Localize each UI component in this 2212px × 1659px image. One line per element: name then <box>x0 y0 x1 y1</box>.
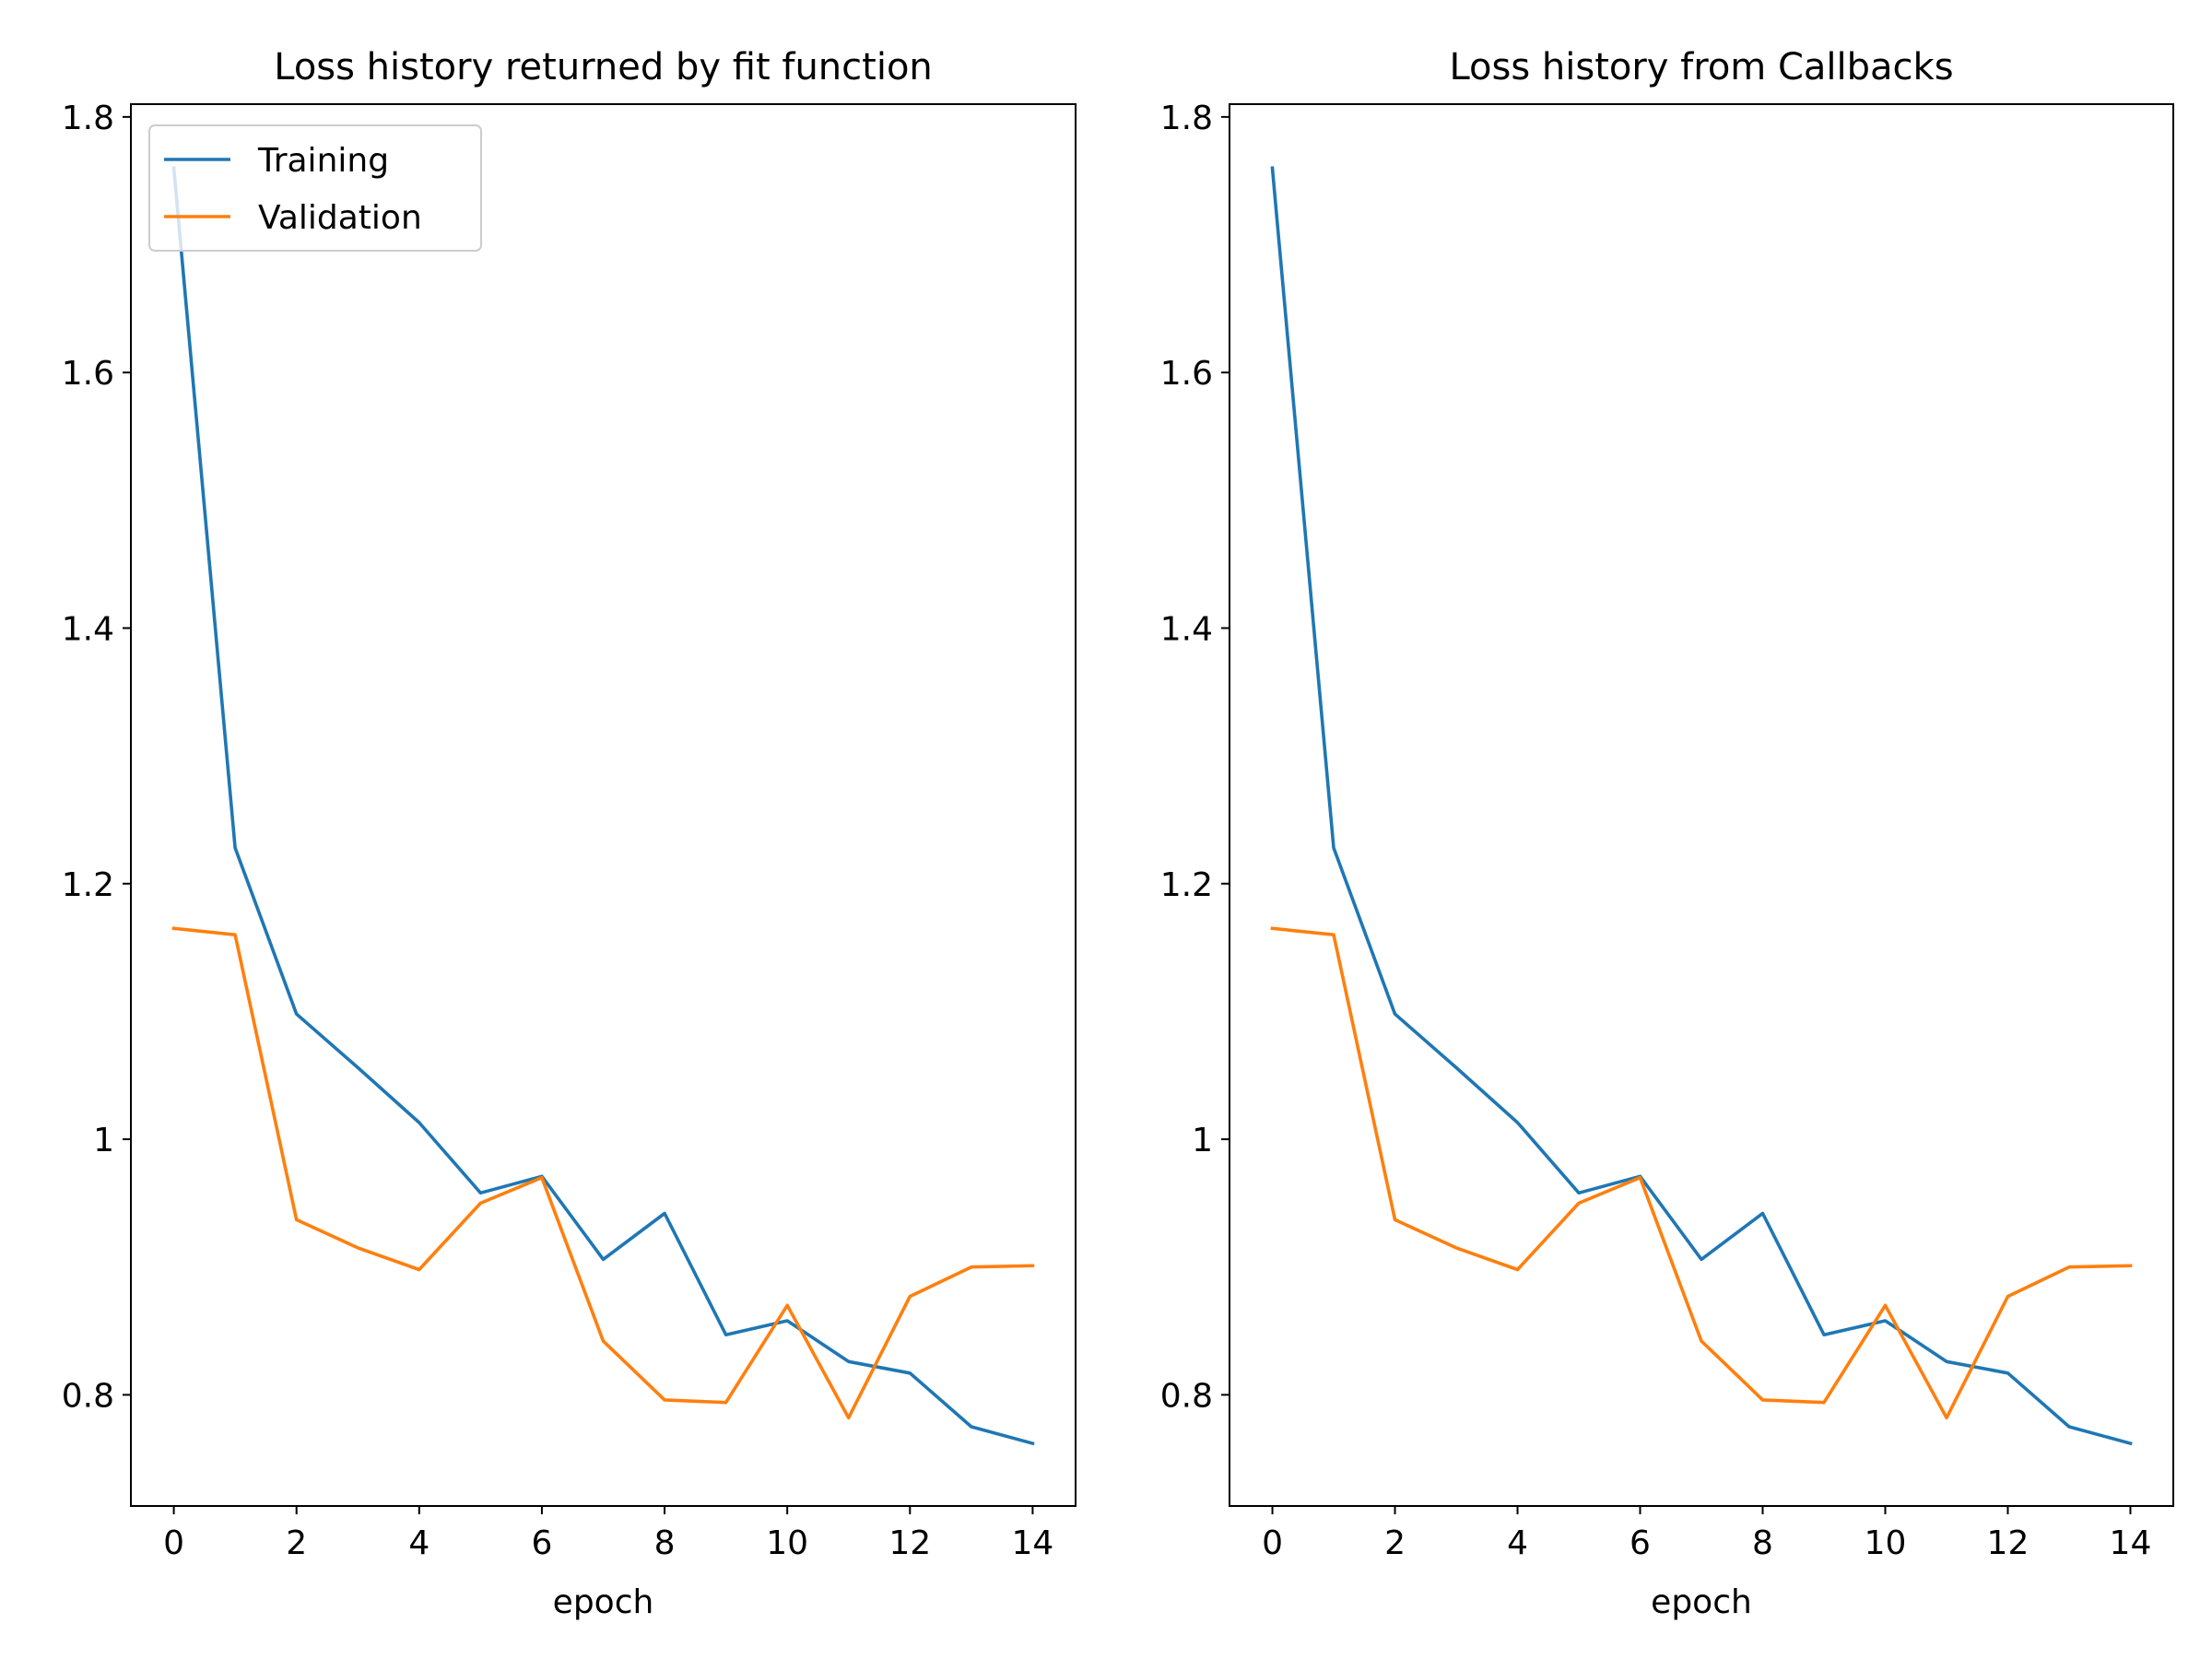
x-tick-label: 4 <box>408 1524 429 1562</box>
legend: Training Validation <box>148 124 482 252</box>
y-tick-label: 0.8 <box>1160 1377 1213 1415</box>
legend-box <box>148 124 482 252</box>
x-tick-label: 12 <box>888 1524 931 1562</box>
y-tick-label: 1 <box>93 1122 114 1159</box>
y-tick-label: 1.8 <box>62 100 114 137</box>
y-tick-label: 1.2 <box>1160 866 1213 904</box>
x-tick-label: 8 <box>654 1524 676 1562</box>
x-tick-label: 2 <box>1384 1524 1406 1562</box>
y-tick-label: 1 <box>1192 1122 1213 1159</box>
x-tick-label: 10 <box>766 1524 808 1562</box>
x-tick-label: 6 <box>1630 1524 1651 1562</box>
x-tick-label: 6 <box>531 1524 552 1562</box>
x-tick-label: 0 <box>163 1524 184 1562</box>
y-tick-label: 1.4 <box>62 610 114 648</box>
x-tick-label: 12 <box>1987 1524 2030 1562</box>
y-tick-label: 1.8 <box>1160 100 1213 137</box>
y-tick-label: 1.6 <box>62 355 114 393</box>
x-tick-label: 0 <box>1262 1524 1283 1562</box>
legend-label-2: Validation <box>258 199 422 237</box>
legend-label-1: Training <box>257 142 389 180</box>
x-tick-label: 10 <box>1865 1524 1907 1562</box>
y-tick-label: 1.6 <box>1160 355 1213 393</box>
chart-panel-2: Loss history from Callbacks 0 2 4 6 8 10 12 14 0.… <box>1160 46 2174 1621</box>
x-tick-label: 8 <box>1752 1524 1773 1562</box>
x-tick-label: 14 <box>2110 1524 2152 1562</box>
y-tick-label: 1.2 <box>62 866 114 904</box>
series-line-1 <box>1270 166 2133 1446</box>
y-tick-label: 0.8 <box>62 1377 114 1415</box>
x-axis-label: epoch <box>1651 1583 1752 1621</box>
y-tick-label: 1.4 <box>1160 610 1213 648</box>
chart-panel-1: Loss history returned by fit function 0 2 4… <box>62 46 1077 1621</box>
chart-title: Loss history returned by fit function <box>274 46 933 88</box>
series-line-2 <box>1270 926 2133 1420</box>
x-tick-label: 2 <box>286 1524 307 1562</box>
x-axis-label: epoch <box>553 1583 654 1621</box>
x-tick-label: 4 <box>1507 1524 1528 1562</box>
x-tick-label: 14 <box>1012 1524 1054 1562</box>
series-line-1 <box>171 166 1035 1446</box>
chart-title: Loss history from Callbacks <box>1449 46 1953 88</box>
axes-frame <box>1229 103 2174 1507</box>
axes-frame <box>130 103 1077 1507</box>
series-line-2 <box>171 926 1035 1420</box>
